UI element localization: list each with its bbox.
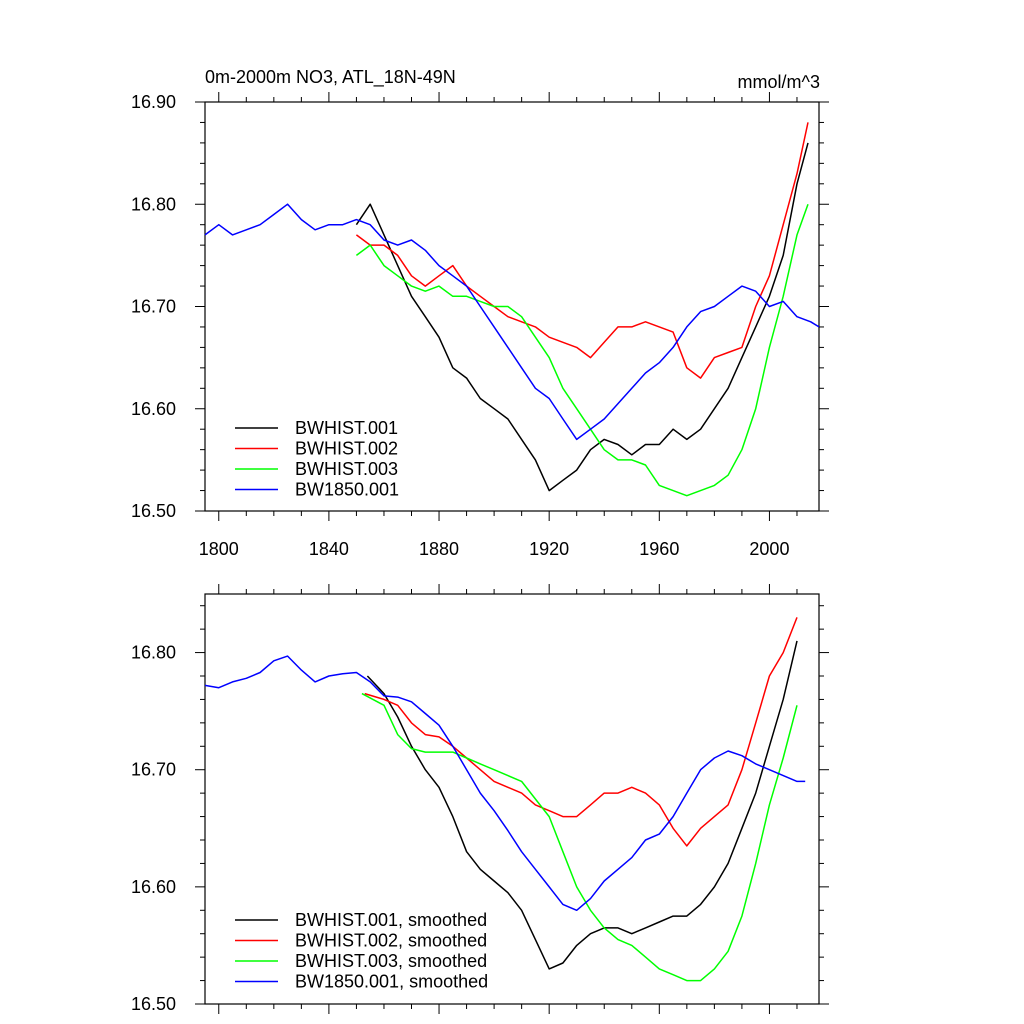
legend-label: BWHIST.001 [295, 418, 398, 438]
y-tick-label: 16.60 [131, 877, 176, 897]
y-tick-label: 16.90 [131, 92, 176, 112]
legend-label: BWHIST.002 [295, 439, 398, 459]
legend-label: BWHIST.003 [295, 459, 398, 479]
x-tick-label: 1800 [199, 539, 239, 559]
y-tick-label: 16.70 [131, 760, 176, 780]
y-tick-label: 16.50 [131, 501, 176, 521]
series-line-3 [361, 692, 798, 982]
chart-title: 0m-2000m NO3, ATL_18N-49N [205, 67, 456, 88]
x-tick-label: 1880 [419, 539, 459, 559]
y-tick-label: 16.80 [131, 194, 176, 214]
series-line-1 [355, 142, 809, 492]
legend-label: BWHIST.002, smoothed [295, 931, 487, 951]
legend-label: BWHIST.003, smoothed [295, 951, 487, 971]
x-tick-label: 2000 [749, 539, 789, 559]
series-line-4 [204, 203, 820, 441]
series-line-4 [204, 655, 806, 912]
series-line-2 [364, 617, 798, 847]
series-line-1 [366, 640, 798, 970]
legend-label: BWHIST.001, smoothed [295, 910, 487, 930]
bottom-panel: 16.50 16.60 16.70 16.80 BWHIST.001, smoothed… [131, 584, 829, 1014]
series-line-3 [355, 203, 809, 497]
top-panel: 0m-2000m NO3, ATL_18N-49N mmol/m^3 1800 1… [131, 67, 829, 559]
legend-label: BW1850.001 [295, 480, 399, 500]
x-tick-label: 1960 [639, 539, 679, 559]
y-tick-label: 16.60 [131, 399, 176, 419]
x-tick-label: 1920 [529, 539, 569, 559]
y-tick-label: 16.70 [131, 297, 176, 317]
y-tick-label: 16.80 [131, 643, 176, 663]
units-label: mmol/m^3 [738, 72, 820, 92]
series-line-2 [355, 122, 809, 379]
x-tick-label: 1840 [309, 539, 349, 559]
y-tick-label: 16.50 [131, 994, 176, 1014]
plot-frame [204, 593, 820, 1005]
legend-label: BW1850.001, smoothed [295, 972, 488, 992]
